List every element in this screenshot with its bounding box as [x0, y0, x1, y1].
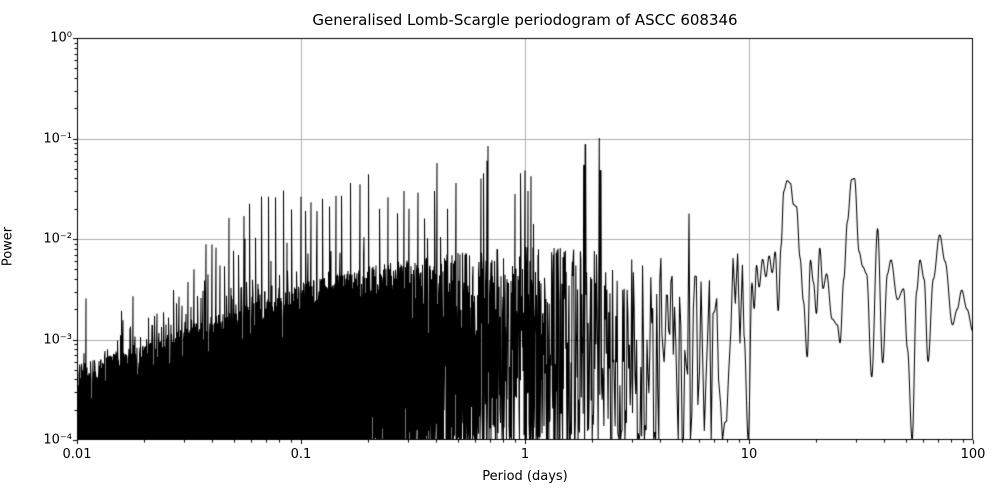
- x-tick-label: 0.01: [62, 447, 92, 462]
- y-tick-label: 10⁻²: [43, 231, 72, 247]
- y-tick-label: 10⁻¹: [43, 131, 72, 146]
- x-tick-label: 10: [740, 447, 758, 462]
- y-axis-label: Power: [0, 226, 16, 267]
- y-tick-label: 10⁻³: [43, 332, 72, 347]
- x-tick-label: 100: [960, 447, 986, 462]
- chart-title: Generalised Lomb-Scargle periodogram of …: [312, 11, 738, 29]
- x-tick-label: 1: [520, 447, 530, 462]
- y-tick-label: 10⁻⁴: [43, 432, 72, 448]
- x-tick-label: 0.1: [290, 447, 312, 462]
- x-axis-label: Period (days): [482, 469, 568, 484]
- y-tick-label: 10⁰: [50, 30, 72, 46]
